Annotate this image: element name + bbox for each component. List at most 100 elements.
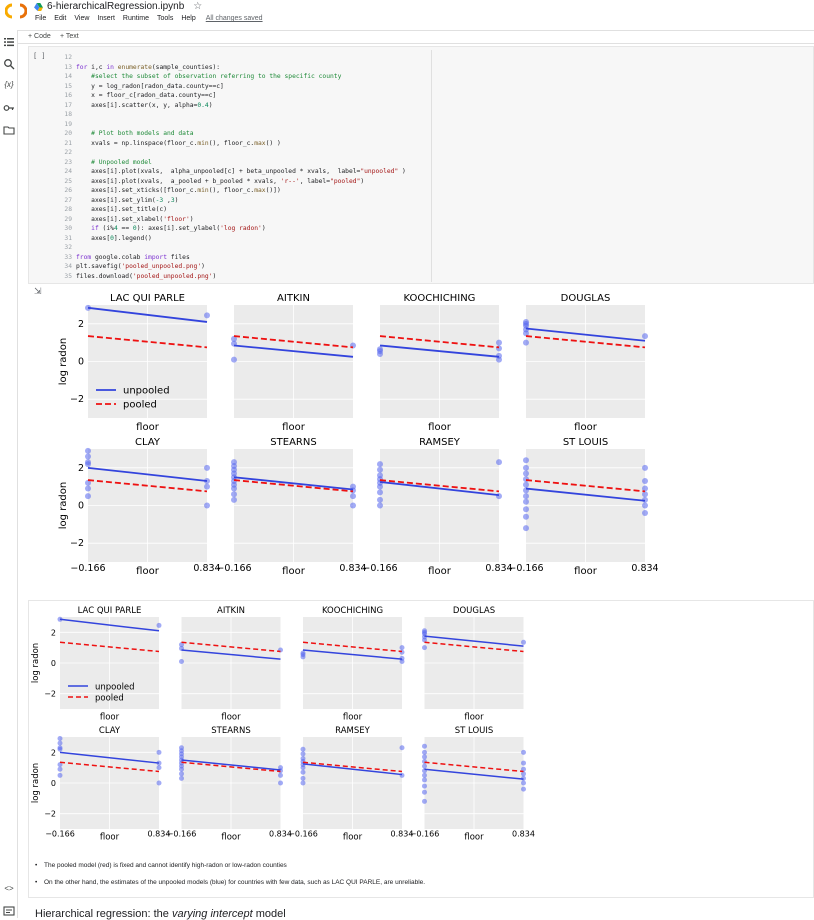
data-point bbox=[278, 772, 283, 778]
data-point bbox=[422, 772, 427, 778]
data-point bbox=[204, 483, 210, 490]
data-point bbox=[377, 346, 383, 353]
subplot-title: KOOCHICHING bbox=[404, 293, 476, 304]
pooled-unpooled-figure-small: LAC QUI PARLE floor −2 0 2 log radon unpooledp… bbox=[31, 606, 535, 843]
subplot-title: RAMSEY bbox=[419, 437, 461, 448]
code-line: 21 xvals = np.linspace(floor_c.min(), fl… bbox=[64, 139, 281, 147]
files-folder-icon[interactable] bbox=[3, 124, 15, 136]
subplot-title: CLAY bbox=[99, 726, 121, 736]
unpooled-line bbox=[525, 327, 646, 342]
colab-logo-icon[interactable] bbox=[5, 2, 27, 20]
pooled-line bbox=[379, 335, 500, 349]
y-tick-label: −2 bbox=[44, 690, 56, 699]
data-point bbox=[496, 459, 502, 466]
data-point bbox=[521, 639, 526, 645]
data-point bbox=[399, 772, 405, 778]
section-heading-prefix: Hierarchical regression: the bbox=[35, 908, 172, 920]
pooled-line bbox=[302, 641, 403, 653]
subplot-title: DOUGLAS bbox=[453, 606, 495, 616]
unpooled-line bbox=[424, 768, 524, 780]
data-point bbox=[642, 510, 648, 517]
subplot-clay: CLAY floor −0.166 0.834 −2 0 2 log radon bbox=[31, 726, 170, 843]
unpooled-line bbox=[59, 751, 160, 764]
data-point bbox=[422, 743, 427, 749]
output-toggle-icon[interactable]: ⇲ bbox=[34, 286, 42, 296]
y-tick-label: 2 bbox=[78, 463, 84, 474]
data-point bbox=[300, 751, 306, 757]
run-cell-button[interactable]: [ ] bbox=[33, 52, 46, 60]
pooled-line bbox=[59, 641, 160, 653]
data-point bbox=[422, 789, 427, 795]
data-point bbox=[231, 356, 237, 363]
subplot-title: DOUGLAS bbox=[561, 293, 611, 304]
search-icon[interactable] bbox=[3, 58, 15, 70]
save-status[interactable]: All changes saved bbox=[205, 15, 263, 22]
x-axis-label: floor bbox=[282, 422, 306, 433]
variables-icon[interactable]: {x} bbox=[4, 80, 14, 89]
x-axis-label: floor bbox=[574, 566, 598, 577]
data-point bbox=[377, 466, 383, 473]
code-snippets-icon[interactable]: <> bbox=[4, 884, 14, 893]
unpooled-line bbox=[87, 306, 208, 323]
pooled-line bbox=[379, 479, 500, 493]
data-point bbox=[422, 763, 427, 769]
add-text-button[interactable]: + Text bbox=[60, 33, 79, 40]
menu-help[interactable]: Help bbox=[181, 15, 196, 22]
terminal-icon[interactable] bbox=[3, 905, 15, 917]
data-point bbox=[377, 489, 383, 496]
unpooled-line bbox=[379, 344, 500, 358]
subplot-title: AITKIN bbox=[277, 293, 310, 304]
code-cell[interactable]: [ ] 12 13 for i,c in enumerate(sample_coun… bbox=[28, 46, 814, 284]
data-point bbox=[179, 642, 184, 648]
code-line: 23 # Unpooled model bbox=[64, 158, 152, 166]
menu-tools[interactable]: Tools bbox=[156, 15, 174, 22]
data-point bbox=[523, 464, 529, 471]
y-tick-label: −2 bbox=[70, 394, 84, 405]
menu-runtime[interactable]: Runtime bbox=[122, 15, 149, 22]
data-point bbox=[156, 780, 162, 786]
data-point bbox=[278, 780, 283, 786]
y-tick-label: 2 bbox=[51, 628, 56, 637]
menu-file[interactable]: File bbox=[35, 15, 47, 22]
star-icon[interactable]: ☆ bbox=[193, 1, 203, 12]
code-line: 30 if (i%4 == 0): axes[i].set_ylabel('lo… bbox=[64, 225, 266, 232]
pooled-line bbox=[525, 479, 646, 493]
notebook-title[interactable]: 6-hierarchicalRegression.ipynb bbox=[47, 1, 185, 12]
x-axis-label: floor bbox=[428, 566, 452, 577]
table-of-contents-icon[interactable] bbox=[3, 36, 15, 48]
data-point bbox=[377, 483, 383, 490]
menu-insert[interactable]: Insert bbox=[97, 15, 115, 22]
drive-icon bbox=[34, 2, 43, 11]
y-tick-label: −2 bbox=[70, 538, 84, 549]
data-point bbox=[85, 461, 91, 468]
data-point bbox=[521, 771, 526, 777]
code-editor[interactable]: 12 13 for i,c in enumerate(sample_counties… bbox=[62, 50, 432, 282]
data-point bbox=[642, 491, 648, 498]
data-point bbox=[57, 772, 63, 778]
unpooled-line bbox=[233, 344, 354, 358]
subplot-koochiching: KOOCHICHING floor bbox=[300, 606, 405, 723]
data-point bbox=[523, 320, 529, 327]
x-tick-label: −0.166 bbox=[362, 563, 397, 574]
data-point bbox=[422, 777, 427, 783]
pooled-line bbox=[525, 335, 646, 349]
add-code-button[interactable]: + Code bbox=[28, 33, 51, 40]
subplot-aitkin: AITKIN floor bbox=[231, 293, 356, 433]
pooled-line bbox=[87, 335, 208, 349]
data-point bbox=[422, 629, 427, 635]
menu-view[interactable]: View bbox=[74, 15, 90, 22]
data-point bbox=[523, 330, 529, 337]
data-point bbox=[156, 622, 162, 628]
unpooled-line bbox=[87, 466, 208, 482]
secrets-key-icon[interactable] bbox=[3, 102, 15, 114]
data-point bbox=[350, 502, 356, 509]
bullet-unpooled-model: On the other hand, the estimates of the … bbox=[35, 879, 425, 886]
data-point bbox=[85, 485, 91, 492]
data-point bbox=[422, 759, 427, 765]
menu-edit[interactable]: Edit bbox=[54, 15, 67, 22]
code-line: 17 axes[i].scatter(x, y, alpha=0.4) bbox=[64, 101, 213, 109]
subplot-title: STEARNS bbox=[270, 437, 316, 448]
subplot-clay: CLAY floor −0.166 0.834 −2 0 2 log radon bbox=[58, 437, 221, 577]
y-axis-label: log radon bbox=[31, 763, 41, 803]
data-point bbox=[523, 493, 529, 500]
